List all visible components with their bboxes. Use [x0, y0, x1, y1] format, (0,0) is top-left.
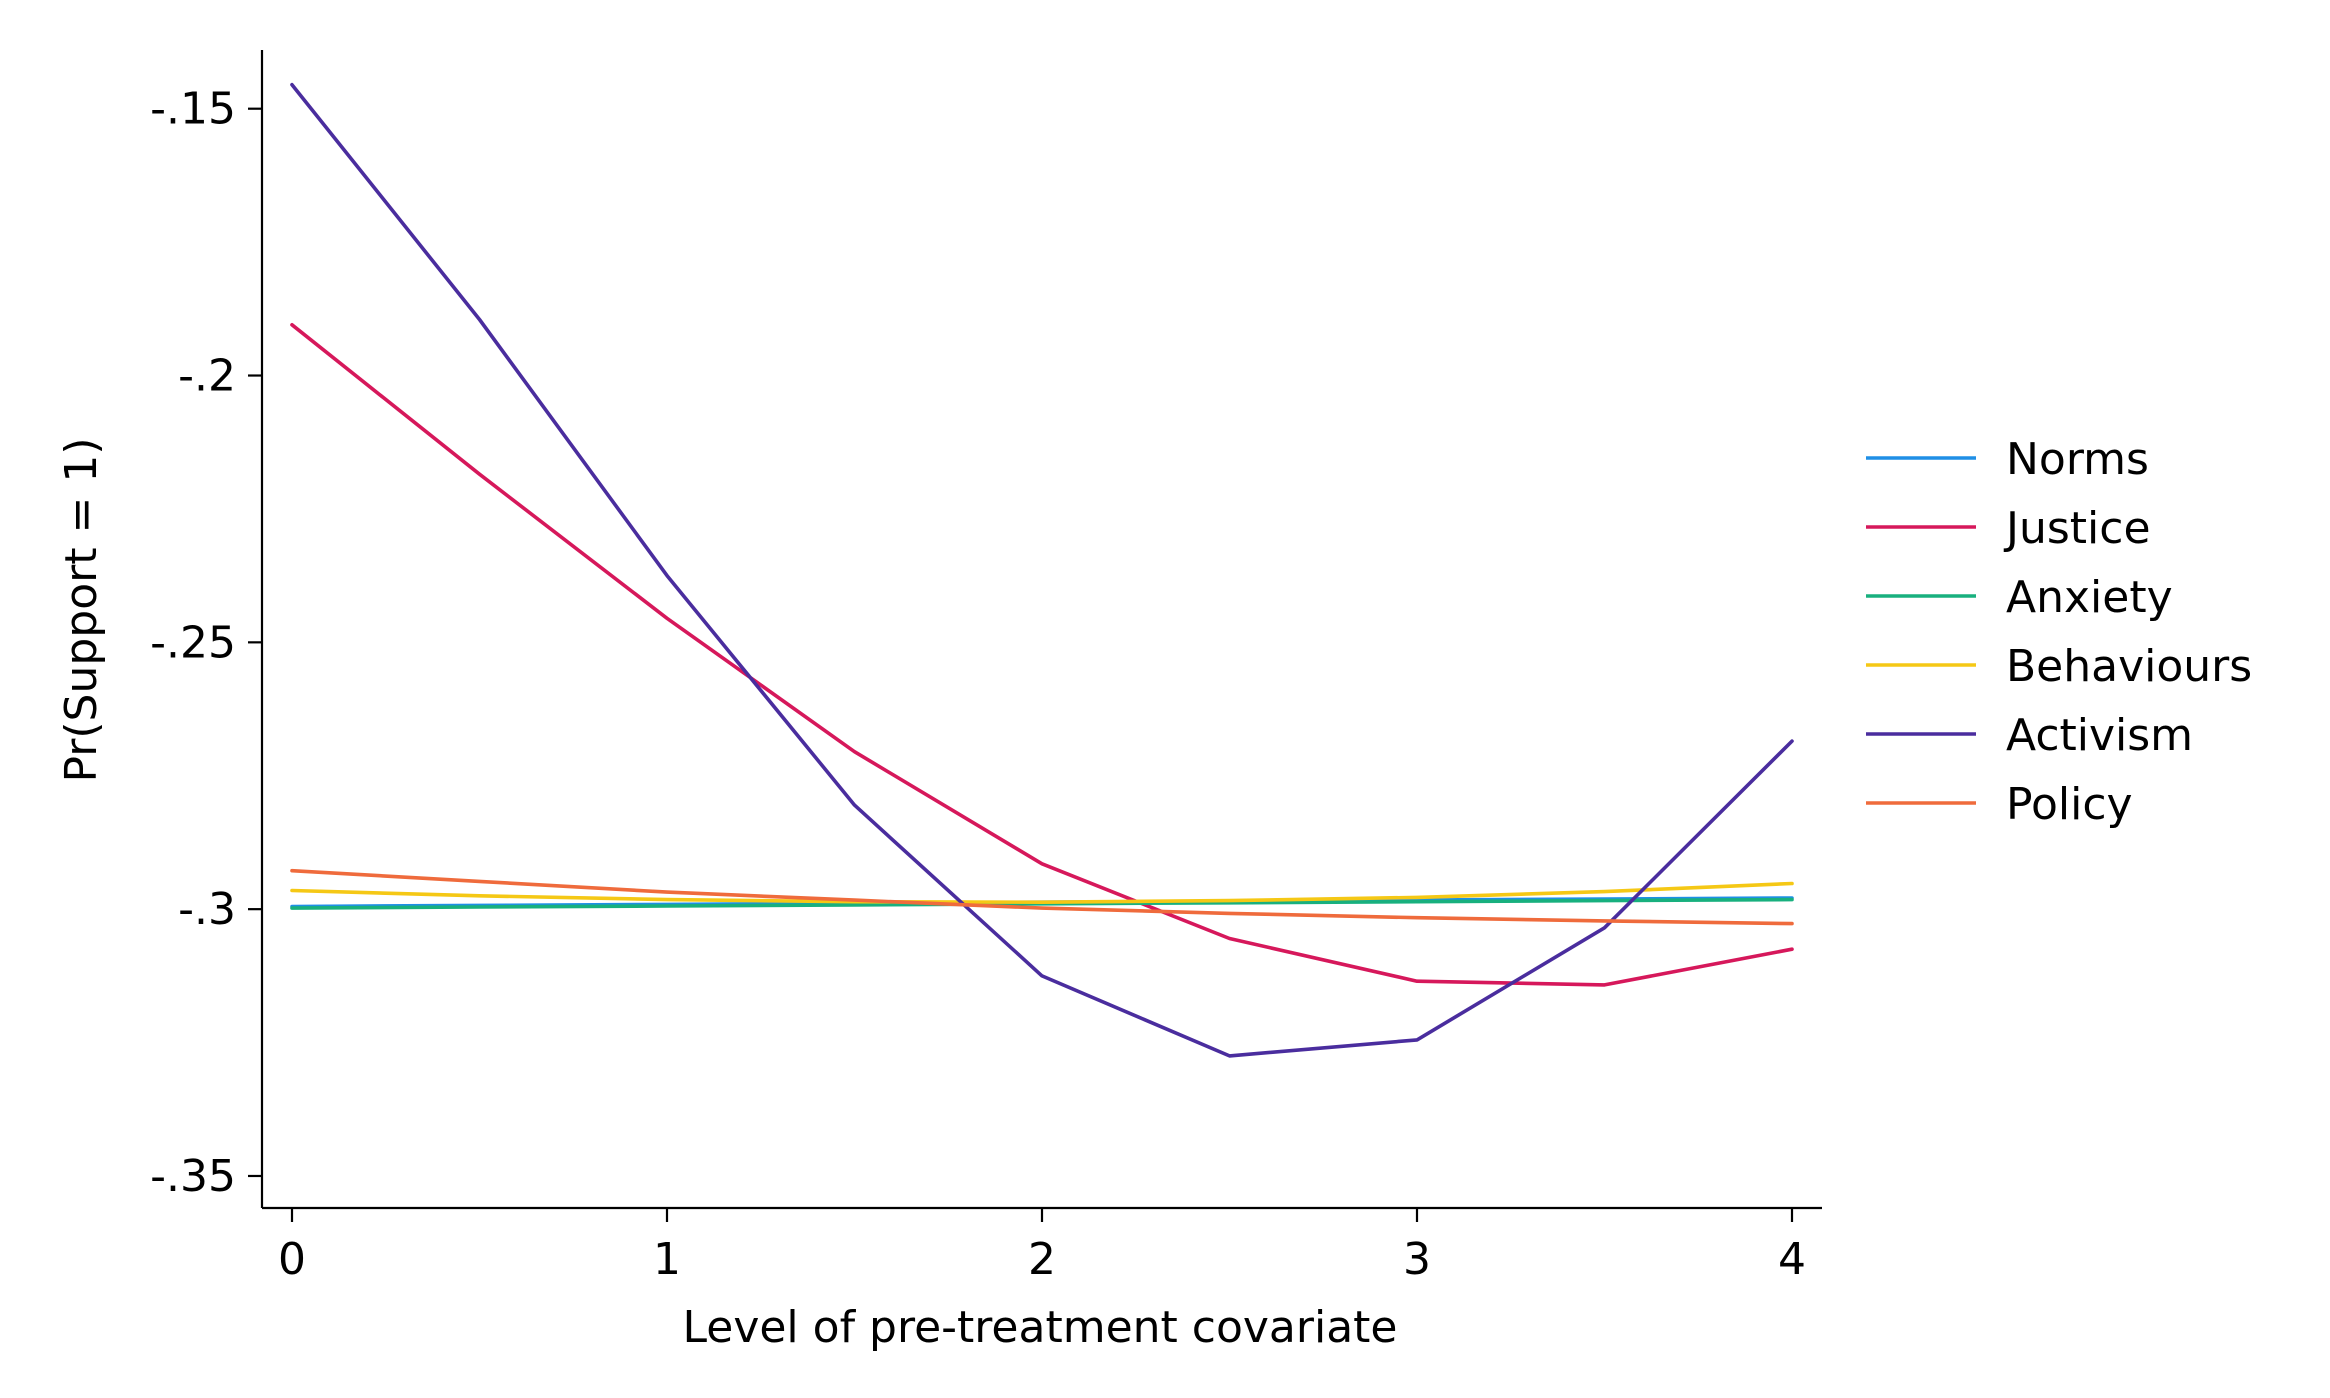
axes: -.15 -.2 -.25 -.3 -.35 0 1 2 3 4 [150, 50, 1822, 1285]
y-tick-label: -.2 [178, 351, 236, 402]
y-tick-label: -.3 [178, 884, 236, 935]
x-tick-label: 0 [278, 1234, 306, 1285]
series-line-behaviours [290, 881, 1794, 905]
series-lines [290, 82, 1794, 1058]
legend-item-activism: Activism [1866, 710, 2193, 761]
legend-label: Norms [2006, 434, 2149, 485]
legend-item-anxiety: Anxiety [1866, 572, 2173, 623]
y-tick-label: -.35 [150, 1151, 236, 1202]
y-tick-label: -.15 [150, 84, 236, 135]
legend-item-justice: Justice [1866, 503, 2151, 554]
legend-item-policy: Policy [1866, 779, 2133, 830]
legend-label: Behaviours [2006, 641, 2252, 692]
legend-label: Activism [2006, 710, 2193, 761]
legend-label: Justice [2003, 503, 2151, 554]
legend-item-norms: Norms [1866, 434, 2149, 485]
x-axis-title: Level of pre-treatment covariate [683, 1302, 1398, 1353]
legend: Norms Justice Anxiety Behaviours Activism Pol… [1866, 434, 2252, 830]
legend-label: Policy [2006, 779, 2133, 830]
legend-item-behaviours: Behaviours [1866, 641, 2252, 692]
x-tick-label: 4 [1778, 1234, 1806, 1285]
y-axis-title: Pr(Support = 1) [56, 438, 107, 783]
x-tick-label: 2 [1028, 1234, 1056, 1285]
series-line-activism [290, 82, 1794, 1058]
series-line-policy [290, 868, 1794, 926]
x-tick-label: 3 [1403, 1234, 1431, 1285]
legend-label: Anxiety [2006, 572, 2173, 623]
y-tick-label: -.25 [150, 617, 236, 668]
x-tick-label: 1 [653, 1234, 681, 1285]
series-line-justice [290, 322, 1794, 987]
